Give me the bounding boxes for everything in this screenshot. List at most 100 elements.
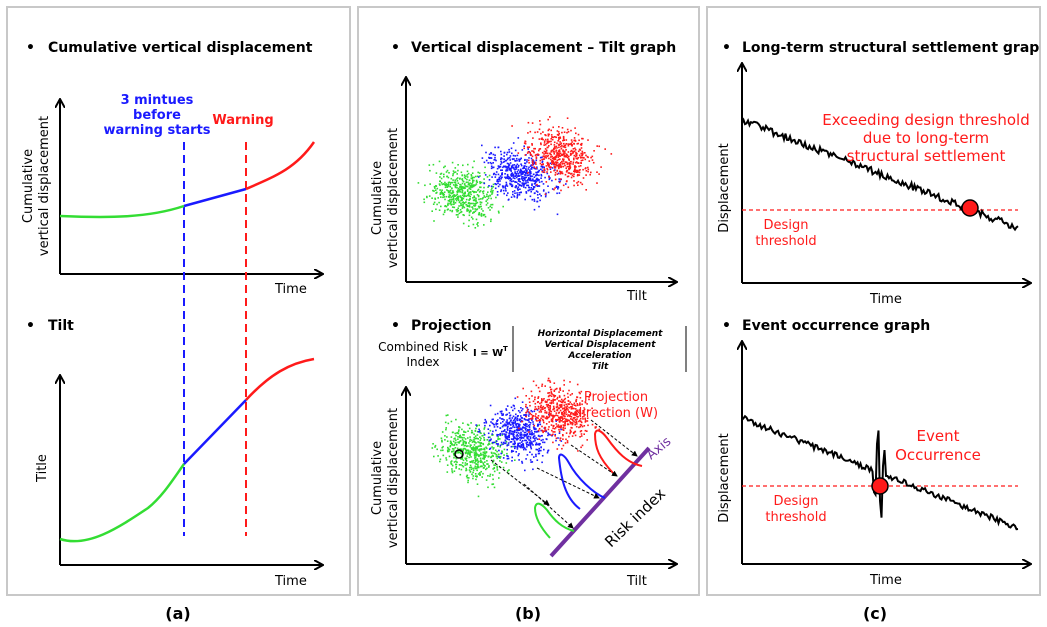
scatter-point	[490, 438, 492, 440]
scatter-point	[466, 455, 468, 457]
scatter-point	[536, 183, 538, 186]
scatter-point	[535, 418, 537, 420]
scatter-point	[538, 411, 541, 413]
scatter-point	[514, 171, 516, 173]
scatter-point	[489, 429, 492, 432]
scatter-point	[565, 432, 568, 434]
scatter-point	[512, 191, 514, 193]
scatter-point	[453, 450, 455, 452]
scatter-point	[529, 412, 531, 415]
scatter-point	[455, 199, 458, 202]
scatter-point	[466, 170, 469, 173]
scatter-point	[569, 432, 571, 435]
scatter-point	[514, 159, 516, 162]
scatter-point	[475, 447, 477, 449]
scatter-point	[447, 202, 449, 205]
scatter-point	[483, 426, 486, 429]
scatter-point	[532, 160, 535, 162]
scatter-point	[506, 169, 509, 172]
scatter-point	[463, 194, 466, 197]
scatter-point	[566, 440, 569, 442]
scatter-point	[499, 433, 501, 435]
scatter-point	[491, 442, 494, 445]
scatter-point	[566, 162, 569, 164]
scatter-point	[556, 173, 559, 175]
scatter-point	[565, 438, 567, 441]
scatter-point	[545, 134, 547, 137]
scatter-point	[470, 193, 472, 196]
scatter-point	[489, 194, 492, 197]
scatter-point	[498, 477, 500, 479]
scatter-point	[513, 190, 516, 192]
scatter-point	[500, 418, 503, 420]
scatter-point	[468, 477, 470, 479]
scatter-point	[467, 437, 469, 439]
scatter-point	[537, 430, 540, 433]
scatter-point	[458, 442, 460, 444]
scatter-point	[587, 139, 589, 141]
scatter-point	[532, 188, 534, 190]
scatter-point	[520, 409, 523, 412]
scatter-point	[542, 399, 544, 402]
red-segment	[245, 141, 316, 191]
scatter-point	[474, 473, 477, 475]
scatter-point	[459, 435, 461, 437]
scatter-point	[542, 419, 545, 422]
scatter-point	[448, 172, 450, 174]
scatter-point	[566, 419, 569, 421]
scatter-point	[547, 428, 550, 431]
scatter-point	[549, 386, 552, 389]
scatter-point	[557, 437, 559, 439]
scatter-point	[508, 434, 511, 437]
scatter-point	[562, 137, 565, 140]
scatter-point	[516, 163, 519, 166]
scatter-point	[539, 402, 541, 405]
scatter-point	[492, 483, 495, 485]
scatter-point	[477, 176, 480, 178]
scatter-point	[518, 158, 520, 161]
scatter-point	[471, 460, 473, 462]
scatter-point	[471, 190, 474, 193]
scatter-point	[451, 471, 454, 474]
scatter-point	[596, 182, 598, 184]
scatter-point	[506, 444, 508, 447]
scatter-point	[471, 166, 474, 169]
scatter-point	[562, 424, 565, 426]
scatter-point	[449, 440, 452, 443]
scatter-point	[545, 181, 548, 183]
scatter-point	[485, 446, 487, 449]
scatter-point	[526, 174, 529, 177]
scatter-point	[525, 425, 527, 427]
scatter-point	[573, 173, 575, 175]
equation-term: Acceleration	[567, 351, 631, 361]
scatter-point	[442, 183, 445, 185]
scatter-point	[506, 151, 509, 154]
scatter-point	[519, 169, 522, 172]
scatter-point	[488, 443, 490, 445]
scatter-point	[579, 143, 582, 146]
scatter-point	[458, 189, 460, 192]
scatter-point	[524, 158, 526, 161]
scatter-point	[547, 392, 549, 394]
scatter-point	[478, 466, 480, 468]
scatter-point	[527, 424, 530, 427]
scatter-point	[501, 443, 503, 446]
scatter-point	[473, 184, 475, 186]
scatter-point	[463, 431, 465, 433]
scatter-point	[520, 407, 522, 409]
scatter-point	[453, 200, 455, 202]
y-axis-label: Displacement	[717, 433, 732, 522]
scatter-point	[530, 433, 533, 436]
scatter-point	[496, 178, 499, 181]
scatter-point	[532, 400, 535, 403]
scatter-point	[483, 172, 486, 174]
scatter-point	[570, 139, 573, 141]
scatter-point	[540, 132, 542, 135]
scatter-point	[525, 415, 527, 418]
scatter-point	[528, 157, 530, 159]
scatter-point	[522, 430, 524, 432]
scatter-point	[507, 442, 510, 444]
scatter-point	[483, 447, 486, 450]
scatter-point	[529, 169, 531, 171]
scatter-point	[512, 173, 515, 176]
